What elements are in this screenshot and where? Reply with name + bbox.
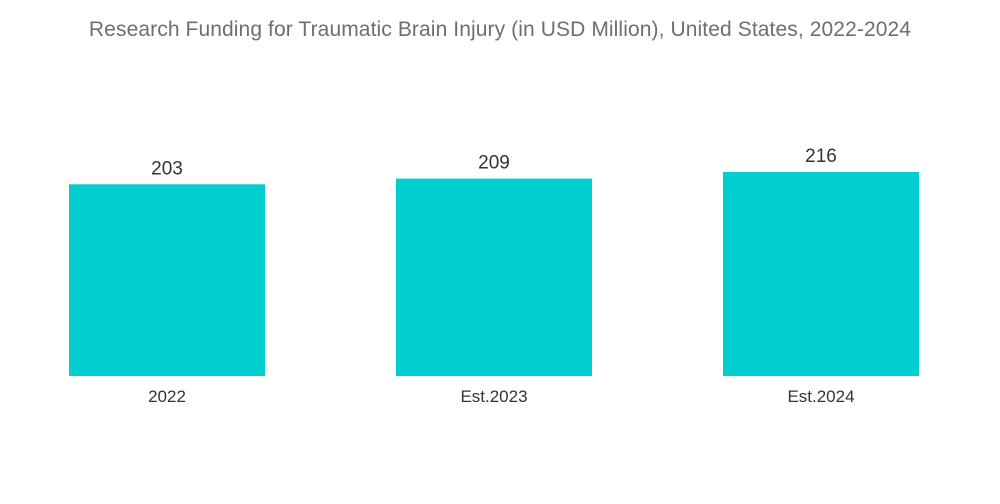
value-label: 209 (478, 153, 510, 174)
chart-title: Research Funding for Traumatic Brain Inj… (88, 18, 912, 41)
x-tick-label: Est.2024 (787, 387, 854, 406)
x-tick-label: Est.2023 (460, 387, 527, 406)
x-tick-label: 2022 (148, 387, 186, 406)
bar-est-2023 (396, 178, 592, 376)
bar-est-2024 (723, 172, 919, 376)
bar-2022 (69, 184, 265, 376)
value-label: 203 (151, 158, 183, 179)
value-label: 216 (805, 146, 837, 167)
